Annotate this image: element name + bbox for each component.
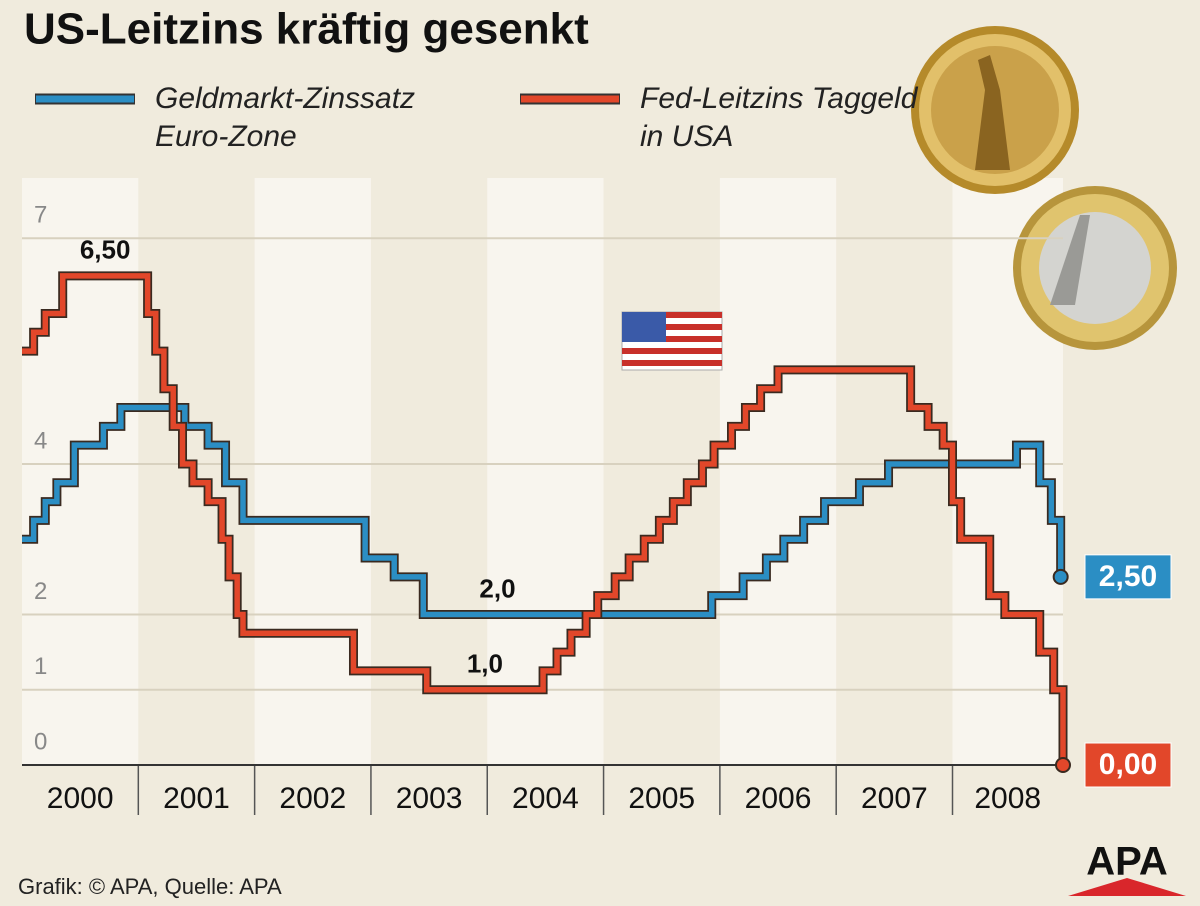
x-tick-label: 2000 <box>47 782 114 815</box>
year-band <box>254 178 371 765</box>
logo: APA <box>1068 840 1186 896</box>
value-label-box <box>1084 554 1172 600</box>
end-point <box>1052 568 1069 585</box>
end-point <box>1055 757 1071 773</box>
x-tick-label: 2001 <box>163 782 230 815</box>
us-flag <box>621 311 723 371</box>
value-label: 6,50 <box>80 235 131 265</box>
line <box>22 404 1064 618</box>
x-tick-label: 2002 <box>279 782 346 815</box>
y-tick-label: 1 <box>34 653 47 680</box>
value-label: 1,0 <box>467 649 503 679</box>
plot: 2000 2001 2002 2003 2004 2005 2006 2007 2008 0 1 2 4… <box>22 93 1172 815</box>
x-tick-label: 2004 <box>512 782 579 815</box>
y-tick-label: 7 <box>34 202 47 229</box>
source: Grafik: © APA, Quelle: APA <box>18 874 282 899</box>
legend-label: Fed-Leitzins Taggeld in USA <box>640 82 918 153</box>
y-tick-label: 2 <box>34 578 47 605</box>
y-tick-label: 0 <box>34 728 47 755</box>
chart-title: US-Leitzins kräftig gesenkt <box>24 5 589 54</box>
x-tick-label: 2008 <box>974 782 1041 815</box>
x-tick-label: 2007 <box>861 782 928 815</box>
y-tick-label: 4 <box>34 427 47 454</box>
legend-label: Geldmarkt-Zinssatz Euro-Zone <box>155 82 416 153</box>
value-label: 2,0 <box>479 573 515 603</box>
year-band <box>719 178 837 765</box>
x-tick-label: 2003 <box>396 782 463 815</box>
value-label: 0,00 <box>1099 748 1157 781</box>
dollar-coin <box>911 26 1079 194</box>
logo-text: APA <box>1086 840 1167 884</box>
euro-coin <box>1013 186 1177 350</box>
value-label-box <box>1084 742 1172 788</box>
background <box>22 178 1063 765</box>
x-tick-label: 2005 <box>628 782 695 815</box>
line <box>22 273 1066 765</box>
value-label: 2,50 <box>1099 560 1157 593</box>
x-tick-label: 2006 <box>745 782 812 815</box>
